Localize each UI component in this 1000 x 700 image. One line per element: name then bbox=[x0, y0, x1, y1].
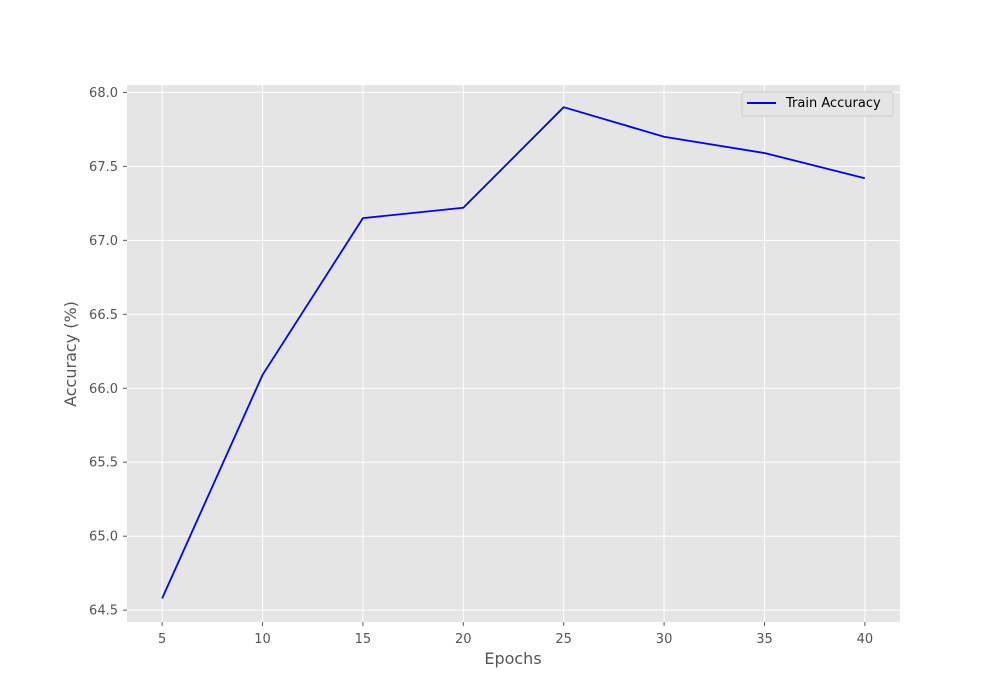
series-layer bbox=[161, 106, 866, 599]
legend: Train Accuracy bbox=[741, 91, 894, 117]
y-axis-ticks: 64.5 65.0 65.5 66.0 66.5 67.0 67.5 68.0 bbox=[89, 86, 127, 619]
x-tick-label: 20 bbox=[455, 632, 472, 647]
x-tick-label: 15 bbox=[355, 632, 372, 647]
y-tick-label: 67.5 bbox=[89, 160, 118, 175]
x-axis-ticks: 5 10 15 20 25 30 35 40 bbox=[158, 622, 873, 647]
y-tick-label: 65.0 bbox=[89, 530, 118, 545]
y-tick-label: 67.0 bbox=[89, 234, 118, 249]
x-axis-label: Epochs bbox=[484, 649, 541, 668]
x-tick-label: 30 bbox=[656, 632, 673, 647]
y-tick-label: 65.5 bbox=[89, 456, 118, 471]
x-tick-label: 40 bbox=[857, 632, 874, 647]
legend-box bbox=[741, 91, 894, 117]
y-tick-label: 68.0 bbox=[89, 86, 118, 101]
x-tick-label: 5 bbox=[158, 632, 166, 647]
plot-area bbox=[127, 85, 900, 622]
y-tick-label: 66.0 bbox=[89, 382, 118, 397]
y-axis-label: Accuracy (%) bbox=[61, 301, 80, 407]
x-tick-label: 25 bbox=[555, 632, 572, 647]
y-tick-label: 64.5 bbox=[89, 604, 118, 619]
x-tick-label: 35 bbox=[756, 632, 773, 647]
legend-label-train-accuracy: Train Accuracy bbox=[785, 96, 881, 111]
series-line-train-accuracy bbox=[161, 106, 866, 599]
y-tick-label: 66.5 bbox=[89, 308, 118, 323]
x-tick-label: 10 bbox=[254, 632, 271, 647]
